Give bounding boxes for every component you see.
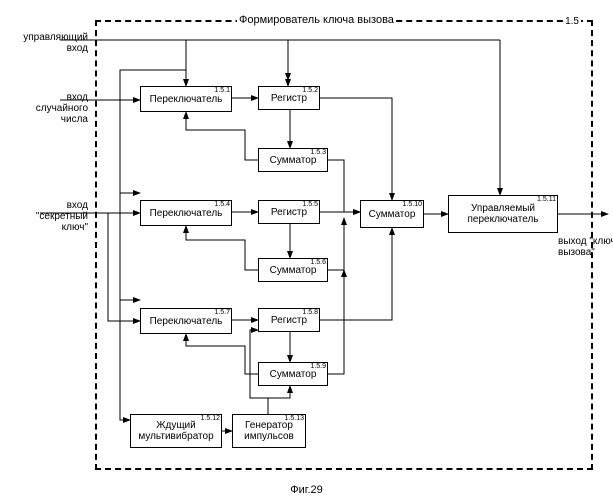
label-upr: управляющийвход [8, 32, 88, 54]
frame-num: 1.5 [563, 16, 581, 27]
block-sw2: 1.5.4Переключатель [140, 200, 232, 226]
block-usw: 1.5.11Управляемый переключатель [448, 195, 558, 233]
block-sum1: 1.5.3Сумматор [258, 148, 328, 172]
frame-title: Формирователь ключа вызова [237, 14, 396, 26]
block-reg1: 1.5.2Регистр [258, 86, 320, 110]
label-skey: вход"секретныйключ" [8, 200, 88, 233]
block-sw3: 1.5.7Переключатель [140, 308, 232, 334]
block-gen: 1.5.13Генератор импульсов [232, 414, 306, 448]
label-out: выход "ключвызова" [558, 236, 613, 258]
block-reg3: 1.5.8Регистр [258, 308, 320, 332]
label-rnd: входслучайногочисла [8, 92, 88, 125]
figure-caption: Фиг.29 [0, 484, 613, 496]
block-mv: 1.5.12Ждущий мультивибратор [130, 414, 222, 448]
block-sum3: 1.5.9Сумматор [258, 362, 328, 386]
block-sw1: 1.5.1Переключатель [140, 86, 232, 112]
block-sum10: 1.5.10Сумматор [360, 200, 424, 228]
block-sum2: 1.5.6Сумматор [258, 258, 328, 282]
block-reg2: 1.5.5Регистр [258, 200, 320, 224]
